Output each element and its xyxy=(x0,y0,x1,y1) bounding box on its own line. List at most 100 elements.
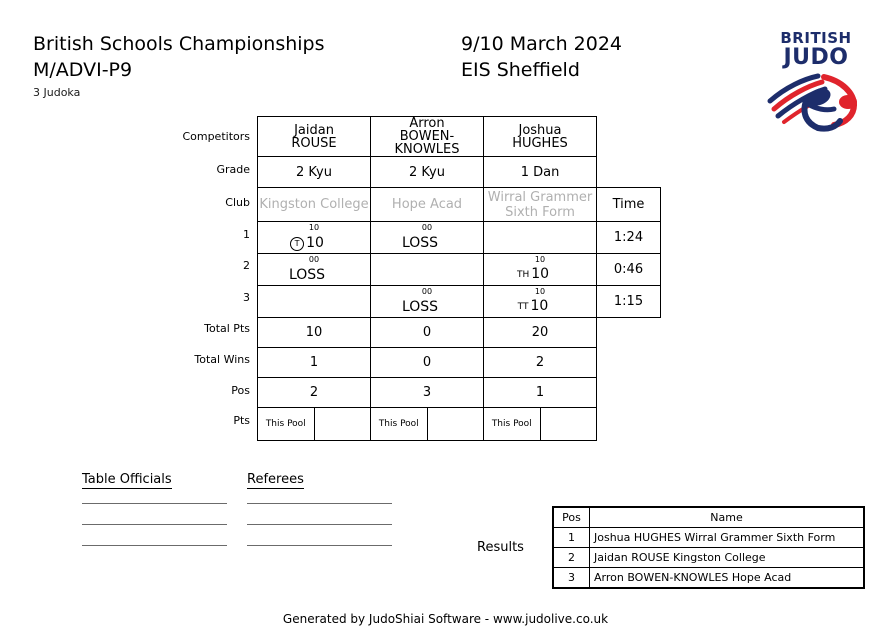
table-row-competitors: Jaidan ROUSE Arron BOWEN-KNOWLES Joshua … xyxy=(257,116,661,157)
total-pts-cell-1: 10 xyxy=(257,317,371,348)
match-cell-1-2[interactable]: 00 LOSS xyxy=(370,221,484,254)
table-row-total-pts: 10 0 20 xyxy=(257,317,661,348)
table-row-total-wins: 1 0 2 xyxy=(257,347,661,378)
competitor-cell-3[interactable]: Joshua HUGHES xyxy=(483,116,597,157)
spacer-cell xyxy=(597,117,661,157)
pts-value-box[interactable] xyxy=(315,408,371,440)
logo-text-judo: JUDO xyxy=(783,45,849,70)
match-time-1: 1:24 xyxy=(596,221,661,254)
results-header-name: Name xyxy=(589,506,865,528)
footer-credit: Generated by JudoShiai Software - www.ju… xyxy=(282,612,609,626)
table-row-pos: 2 3 1 xyxy=(257,377,661,408)
club-cell-3: Wirral Grammer Sixth Form xyxy=(483,187,597,222)
club-cell-2: Hope Acad xyxy=(370,187,484,222)
ippon-icon: T xyxy=(290,237,305,251)
competitor-last-name: BOWEN-KNOWLES xyxy=(394,129,460,157)
row-label-grade: Grade xyxy=(216,163,250,176)
results-header-pos: Pos xyxy=(552,506,590,528)
results-grid: Pos Name 1 Joshua HUGHES Wirral Grammer … xyxy=(552,506,865,589)
table-officials-heading: Table Officials xyxy=(82,472,172,489)
event-venue: EIS Sheffield xyxy=(461,59,580,81)
table-row-club: Kingston College Hope Acad Wirral Gramme… xyxy=(257,187,661,222)
pts-value-box[interactable] xyxy=(541,408,597,440)
judoka-count: 3 Judoka xyxy=(33,86,81,99)
match-cell-2-1[interactable]: 00 LOSS xyxy=(257,253,371,286)
row-label-match-1: 1 xyxy=(243,228,250,241)
pts-pool-label: This Pool xyxy=(484,408,541,440)
match-cell-3-2[interactable]: 00 LOSS xyxy=(370,285,484,318)
event-block: 9/10 March 2024 EIS Sheffield xyxy=(461,31,622,83)
pos-cell-3: 1 xyxy=(483,377,597,408)
table-row-pts: This Pool This Pool This Pool xyxy=(257,407,661,441)
event-dates: 9/10 March 2024 xyxy=(461,33,623,55)
table-row: 1 Joshua HUGHES Wirral Grammer Sixth For… xyxy=(552,527,865,548)
competitor-first-name: Joshua xyxy=(518,122,562,138)
match-cell-2-3[interactable]: 10 TH 10 xyxy=(483,253,597,286)
grade-cell-1: 2 Kyu xyxy=(257,156,371,188)
pool-table: Jaidan ROUSE Arron BOWEN-KNOWLES Joshua … xyxy=(257,116,661,441)
score-code: TH xyxy=(516,270,530,280)
match-points: 00 xyxy=(421,287,433,296)
referees-heading: Referees xyxy=(247,472,304,489)
row-label-match-2: 2 xyxy=(243,259,250,272)
pool-grid: Jaidan ROUSE Arron BOWEN-KNOWLES Joshua … xyxy=(257,116,661,441)
table-row: 3 Arron BOWEN-KNOWLES Hope Acad xyxy=(552,567,865,589)
signature-line[interactable] xyxy=(247,545,392,546)
match-cell-2-2 xyxy=(370,253,484,286)
match-cell-3-1 xyxy=(257,285,371,318)
match-cell-1-1[interactable]: 10 T 10 xyxy=(257,221,371,254)
pts-value-box[interactable] xyxy=(428,408,484,440)
spacer-cell xyxy=(597,157,661,188)
result-position: 2 xyxy=(552,547,590,568)
signature-line[interactable] xyxy=(247,524,392,525)
signature-line[interactable] xyxy=(82,545,227,546)
pos-cell-2: 3 xyxy=(370,377,484,408)
total-wins-cell-2: 0 xyxy=(370,347,484,378)
spacer-cell xyxy=(597,378,661,408)
result-name: Arron BOWEN-KNOWLES Hope Acad xyxy=(589,567,865,589)
signature-line[interactable] xyxy=(247,503,392,504)
result-name: Jaidan ROUSE Kingston College xyxy=(589,547,865,568)
table-row-match-1: 10 T 10 00 LOSS 1:24 xyxy=(257,221,661,254)
total-pts-cell-3: 20 xyxy=(483,317,597,348)
competitor-first-name: Jaidan xyxy=(294,122,334,138)
signature-line[interactable] xyxy=(82,503,227,504)
match-points: 10 xyxy=(308,223,320,232)
pts-cell-1[interactable]: This Pool xyxy=(257,407,371,441)
time-column-header: Time xyxy=(596,187,661,222)
match-points: 10 xyxy=(534,287,546,296)
match-time-2: 0:46 xyxy=(596,253,661,286)
pts-pool-label: This Pool xyxy=(258,408,315,440)
competitor-first-name: Arron xyxy=(409,116,445,131)
competitor-cell-2[interactable]: Arron BOWEN-KNOWLES xyxy=(370,116,484,157)
referees-column: Referees xyxy=(247,468,392,566)
row-label-pos: Pos xyxy=(231,384,250,397)
competitor-cell-1[interactable]: Jaidan ROUSE xyxy=(257,116,371,157)
signature-line[interactable] xyxy=(82,524,227,525)
grade-cell-3: 1 Dan xyxy=(483,156,597,188)
results-label: Results xyxy=(477,540,524,555)
table-row-grade: 2 Kyu 2 Kyu 1 Dan xyxy=(257,156,661,188)
result-position: 3 xyxy=(552,567,590,589)
spacer-cell xyxy=(597,348,661,378)
pts-cell-3[interactable]: This Pool xyxy=(483,407,597,441)
referees-lines xyxy=(247,503,392,546)
pos-cell-1: 2 xyxy=(257,377,371,408)
match-points: 10 xyxy=(534,255,546,264)
row-label-match-3: 3 xyxy=(243,291,250,304)
table-row: 2 Jaidan ROUSE Kingston College xyxy=(552,547,865,568)
spacer-cell xyxy=(597,408,661,441)
row-label-competitors: Competitors xyxy=(182,130,250,143)
row-label-club: Club xyxy=(225,196,250,209)
match-time-3: 1:15 xyxy=(596,285,661,318)
table-officials-lines xyxy=(82,503,227,546)
table-officials-column: Table Officials xyxy=(82,468,227,566)
row-label-pts: Pts xyxy=(233,414,250,427)
match-cell-3-3[interactable]: 10 TT 10 xyxy=(483,285,597,318)
match-cell-1-3 xyxy=(483,221,597,254)
result-position: 1 xyxy=(552,527,590,548)
match-result: TT 10 xyxy=(517,298,549,314)
pts-pool-label: This Pool xyxy=(371,408,428,440)
pts-cell-2[interactable]: This Pool xyxy=(370,407,484,441)
row-label-total-wins: Total Wins xyxy=(194,353,250,366)
